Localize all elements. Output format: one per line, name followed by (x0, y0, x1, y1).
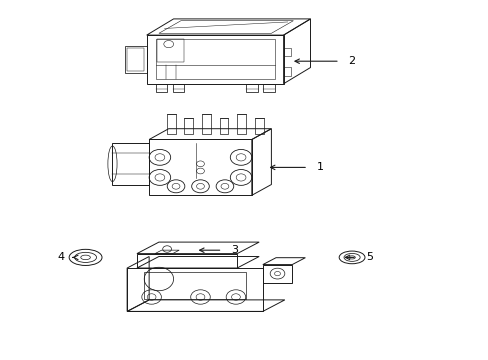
Text: 4: 4 (58, 252, 64, 262)
Text: 5: 5 (365, 252, 372, 262)
Bar (112, 143, 149, 185)
Bar (283, 67, 290, 76)
Bar (245, 84, 257, 91)
Bar (219, 118, 228, 134)
Bar (124, 46, 146, 73)
Bar (184, 118, 193, 134)
Text: 3: 3 (231, 245, 238, 255)
Bar (254, 118, 263, 134)
Bar (155, 84, 167, 91)
Bar (157, 40, 184, 62)
Bar (283, 48, 290, 57)
Bar (166, 114, 175, 134)
Bar (237, 114, 245, 134)
Bar (155, 40, 274, 79)
Text: 2: 2 (348, 56, 355, 66)
Text: 1: 1 (316, 162, 323, 172)
Bar (172, 84, 184, 91)
Bar (127, 48, 144, 71)
Bar (202, 114, 210, 134)
Bar (263, 84, 274, 91)
